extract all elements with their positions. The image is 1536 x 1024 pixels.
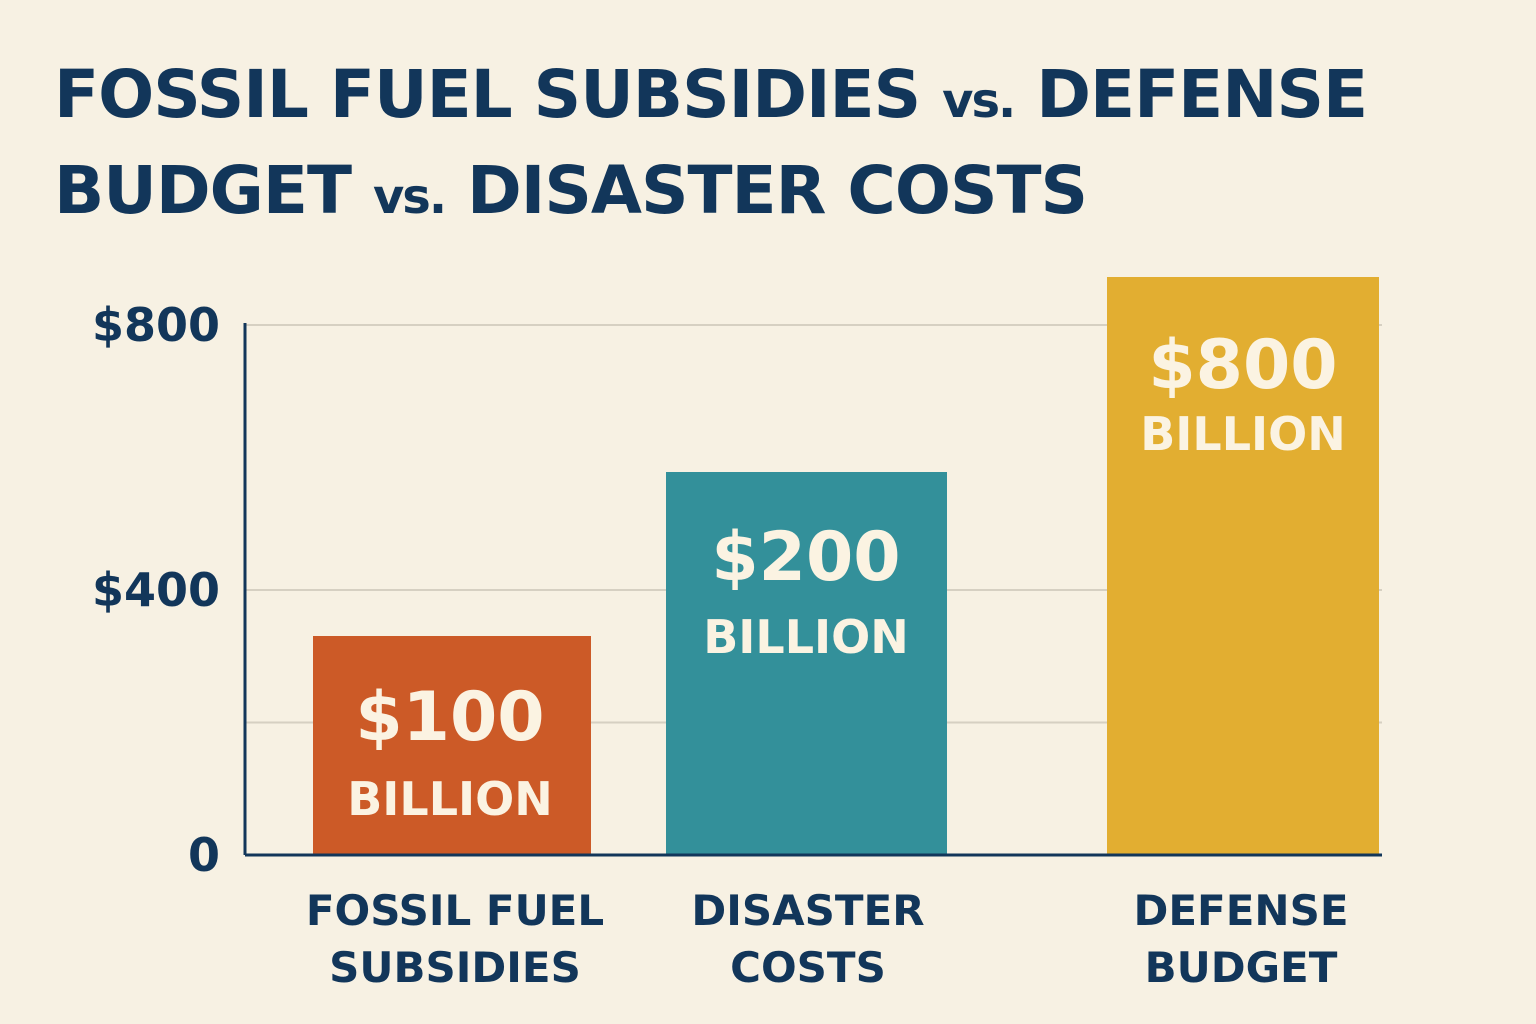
chart-title: FOSSIL FUEL SUBSIDIES vs. DEFENSE BUDGET… xyxy=(54,50,1474,242)
bar-value-label: $100 xyxy=(355,678,544,757)
x-category-label: SUBSIDIES xyxy=(329,943,581,992)
bar-defense-budget xyxy=(1107,277,1379,855)
bar-unit-label: BILLION xyxy=(703,610,909,664)
title-line-2: BUDGET vs. DISASTER COSTS xyxy=(54,146,1474,242)
title-vs: vs. xyxy=(372,169,447,225)
x-category-label: BUDGET xyxy=(1145,943,1338,992)
y-tick-label: 0 xyxy=(188,828,220,882)
bar-disaster-costs xyxy=(666,472,947,855)
bar-unit-label: BILLION xyxy=(1140,407,1346,461)
bar-value-label: $800 xyxy=(1148,326,1337,405)
x-category-label: DISASTER xyxy=(691,886,924,935)
bar-value-label: $200 xyxy=(711,518,900,597)
x-category-label: FOSSIL FUEL xyxy=(306,886,604,935)
bar-unit-label: BILLION xyxy=(347,772,553,826)
title-part: FOSSIL FUEL SUBSIDIES xyxy=(54,56,943,133)
title-line-1: FOSSIL FUEL SUBSIDIES vs. DEFENSE xyxy=(54,50,1474,146)
y-tick-label: $800 xyxy=(92,298,220,352)
title-part: BUDGET xyxy=(54,152,373,229)
title-vs: vs. xyxy=(942,73,1016,129)
x-category-label: COSTS xyxy=(730,943,886,992)
y-tick-label: $400 xyxy=(92,563,220,617)
title-part: DISASTER COSTS xyxy=(445,152,1088,229)
x-category-label: DEFENSE xyxy=(1133,886,1348,935)
bar-fossil-fuel-subsidies xyxy=(313,636,591,855)
title-part: DEFENSE xyxy=(1014,56,1368,133)
